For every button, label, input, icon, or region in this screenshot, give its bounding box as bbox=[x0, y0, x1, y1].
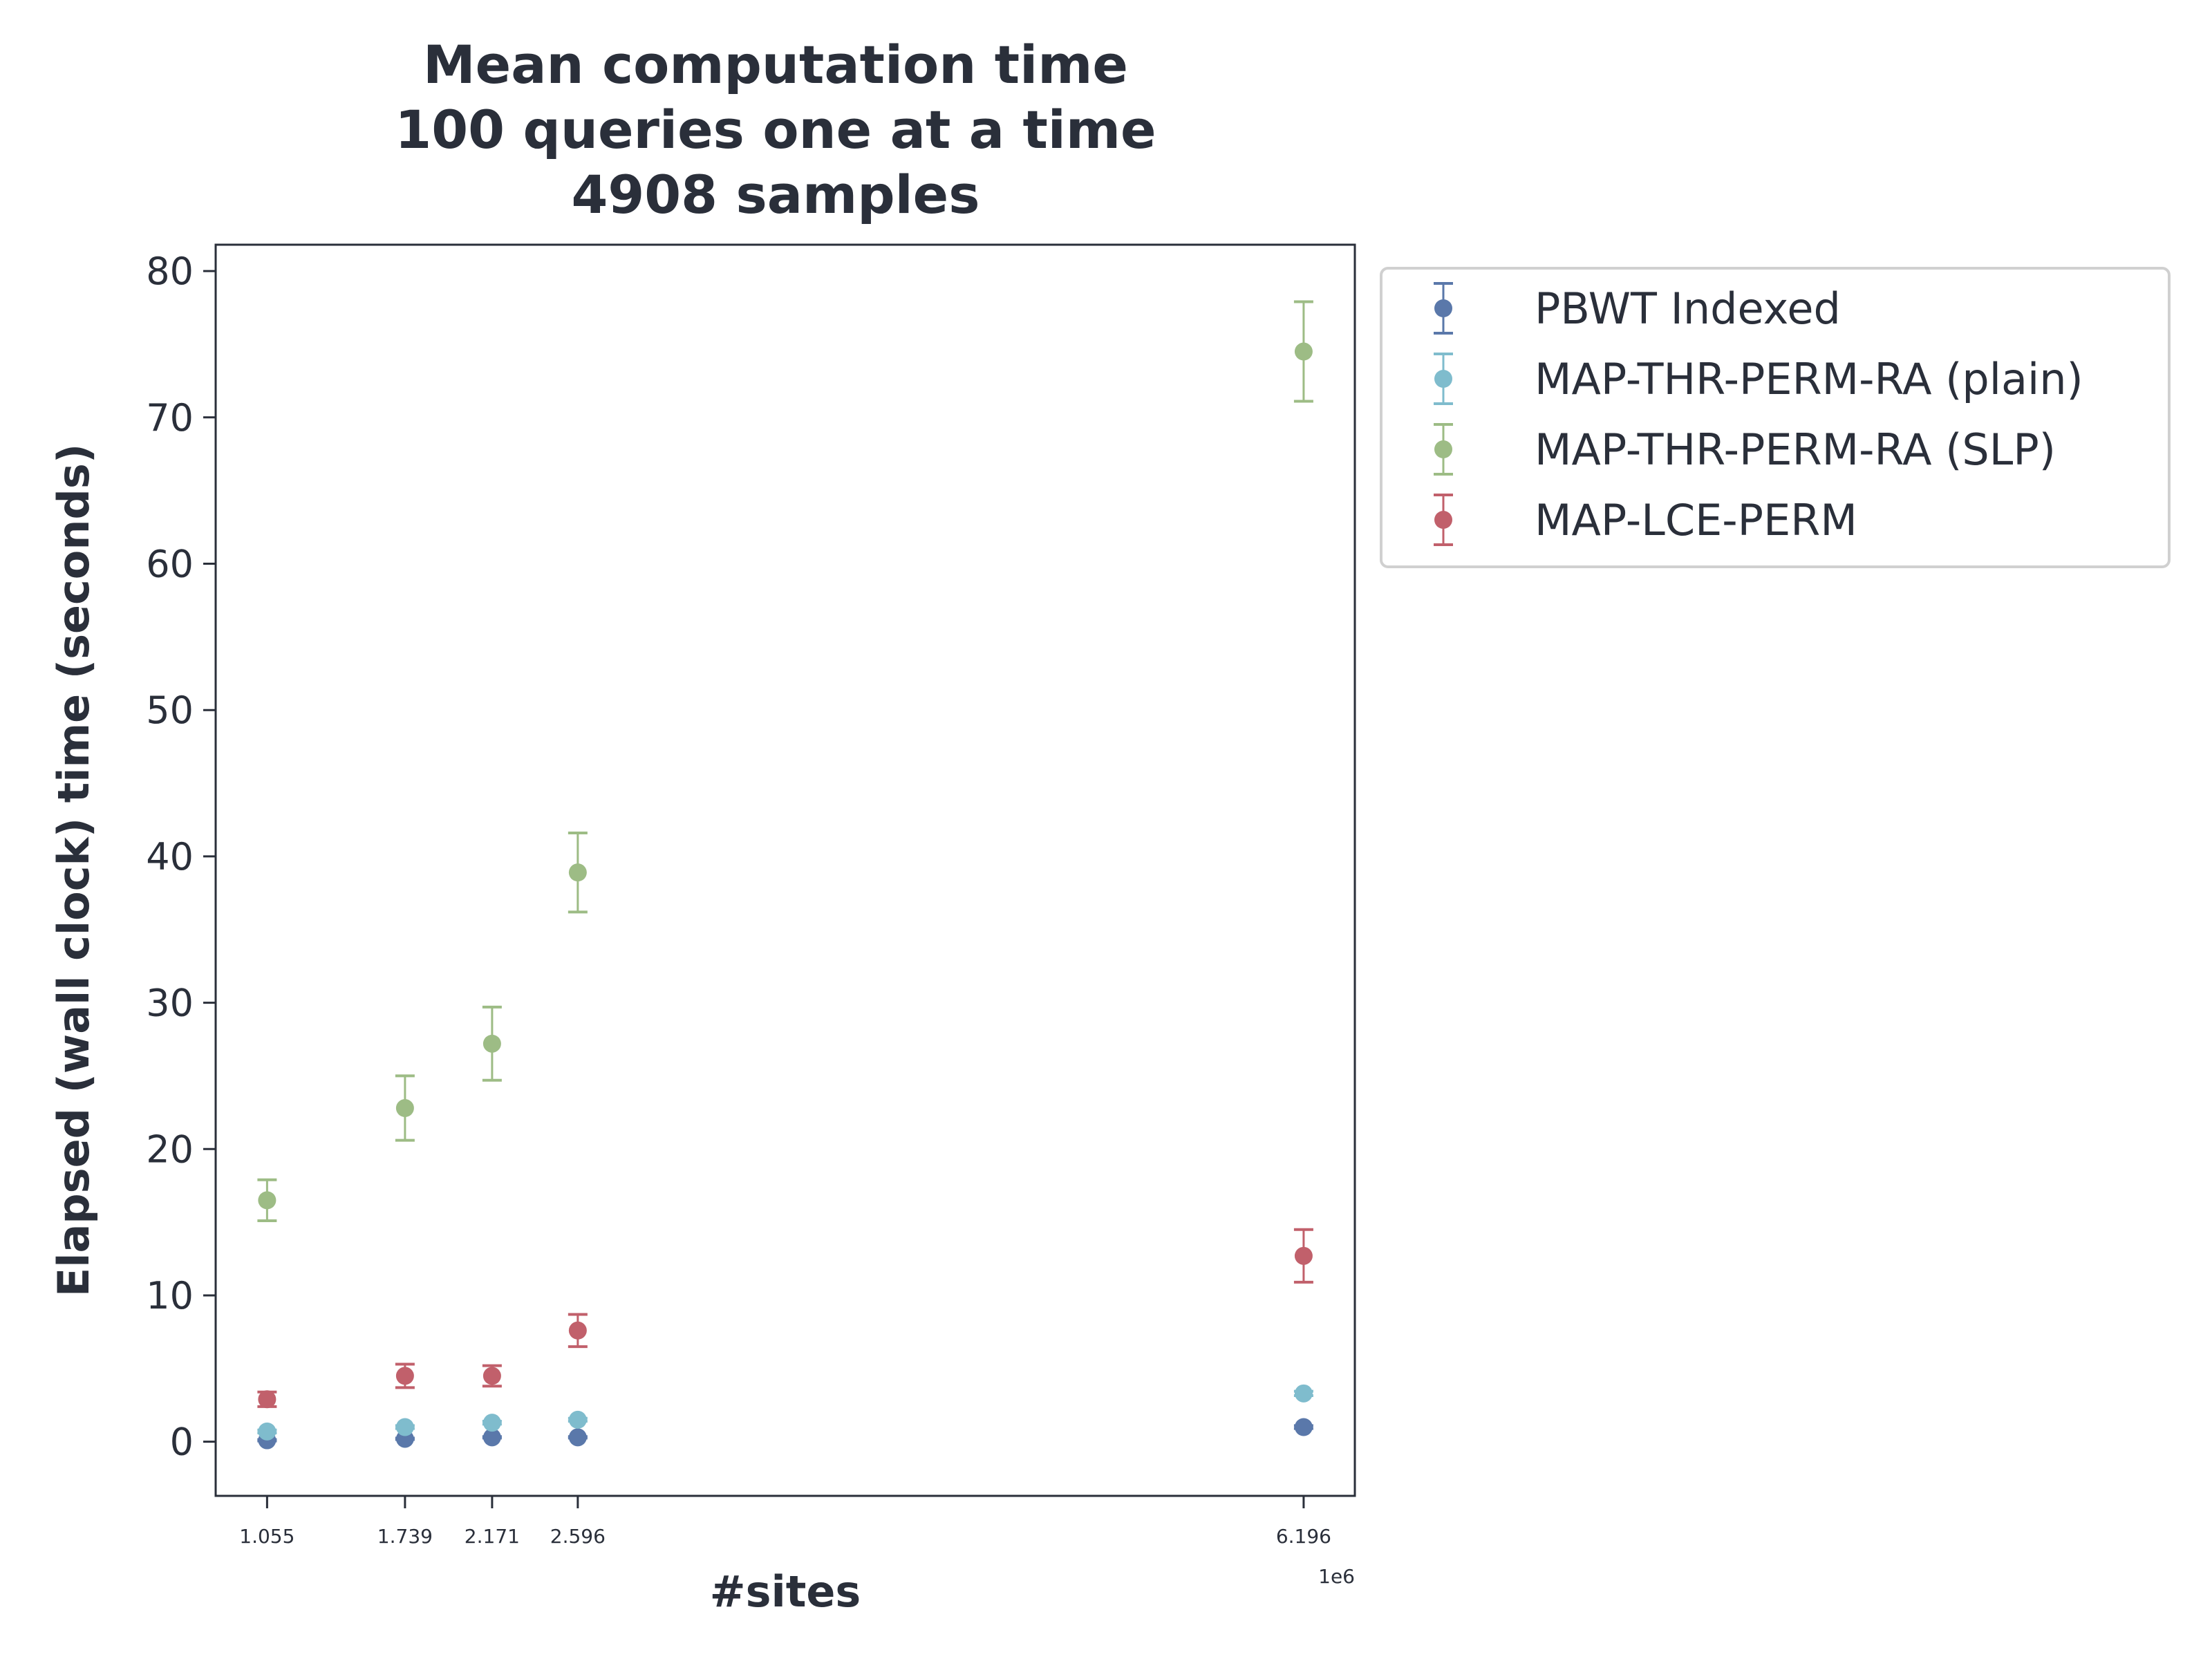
data-point bbox=[482, 1034, 501, 1053]
data-point bbox=[1294, 342, 1313, 361]
y-tick-label: 80 bbox=[146, 250, 194, 293]
chart-title-line-1: Mean computation time bbox=[423, 34, 1128, 95]
x-tick-label: 1.739 bbox=[377, 1525, 433, 1548]
chart-title-line-2: 100 queries one at a time bbox=[395, 99, 1156, 160]
data-point bbox=[258, 1422, 276, 1441]
data-point bbox=[395, 1099, 414, 1118]
y-tick-label: 0 bbox=[170, 1421, 194, 1464]
legend-item: MAP-THR-PERM-RA (plain) bbox=[1434, 353, 2083, 405]
legend-item: PBWT Indexed bbox=[1434, 282, 1841, 335]
legend-marker bbox=[1434, 370, 1452, 388]
data-point bbox=[568, 1428, 587, 1447]
y-axis: 0 10 20 30 40 50 60 70 80 bbox=[146, 250, 216, 1464]
x-tick-label: 2.171 bbox=[465, 1525, 520, 1548]
y-tick-label: 30 bbox=[146, 982, 194, 1025]
series-1 bbox=[257, 1384, 1313, 1441]
x-axis: 1.055 1.739 2.171 2.596 6.196 bbox=[239, 1496, 1331, 1548]
data-point bbox=[395, 1418, 414, 1436]
legend: PBWT Indexed MAP-THR-PERM-RA (plain) MAP-T… bbox=[1380, 267, 2171, 568]
data-point bbox=[1294, 1418, 1313, 1436]
legend-marker bbox=[1434, 511, 1452, 529]
legend-item: MAP-THR-PERM-RA (SLP) bbox=[1434, 423, 2056, 476]
data-point bbox=[1294, 1246, 1313, 1265]
data-marks bbox=[257, 300, 1313, 1450]
chart-title: Mean computation time 100 queries one at… bbox=[395, 34, 1156, 225]
x-axis-offset-label: 1e6 bbox=[1318, 1565, 1355, 1588]
plot-frame bbox=[214, 243, 1356, 1497]
y-tick-label: 50 bbox=[146, 688, 194, 732]
data-point bbox=[1294, 1384, 1313, 1403]
y-axis-label: Elapsed (wall clock) time (seconds) bbox=[48, 444, 99, 1297]
data-point bbox=[568, 1410, 587, 1429]
legend-label: PBWT Indexed bbox=[1535, 283, 1841, 334]
legend-item: MAP-LCE-PERM bbox=[1434, 494, 1857, 546]
series-3 bbox=[257, 1228, 1313, 1409]
series-2 bbox=[257, 300, 1313, 1223]
data-point bbox=[482, 1414, 501, 1432]
legend-label: MAP-THR-PERM-RA (plain) bbox=[1535, 354, 2083, 404]
y-tick-label: 60 bbox=[146, 542, 194, 585]
data-point bbox=[395, 1367, 414, 1385]
chart-title-line-3: 4908 samples bbox=[572, 164, 980, 225]
x-tick-label: 1.055 bbox=[239, 1525, 294, 1548]
legend-label: MAP-LCE-PERM bbox=[1535, 495, 1857, 545]
data-point bbox=[568, 863, 587, 882]
data-point bbox=[482, 1428, 501, 1447]
x-tick-label: 6.196 bbox=[1276, 1525, 1331, 1548]
legend-label: MAP-THR-PERM-RA (SLP) bbox=[1535, 424, 2056, 475]
x-tick-label: 2.596 bbox=[550, 1525, 606, 1548]
data-point bbox=[482, 1367, 501, 1385]
x-axis-label: #sites bbox=[710, 1566, 861, 1617]
data-point bbox=[258, 1191, 276, 1210]
legend-marker bbox=[1434, 299, 1452, 317]
y-tick-label: 40 bbox=[146, 835, 194, 879]
data-point bbox=[258, 1390, 276, 1409]
y-tick-label: 70 bbox=[146, 396, 194, 440]
y-tick-label: 10 bbox=[146, 1274, 194, 1318]
legend-marker bbox=[1434, 440, 1452, 458]
data-point bbox=[568, 1321, 587, 1340]
legend-box bbox=[1380, 267, 2171, 568]
series-0 bbox=[257, 1418, 1313, 1450]
y-tick-label: 20 bbox=[146, 1127, 194, 1171]
